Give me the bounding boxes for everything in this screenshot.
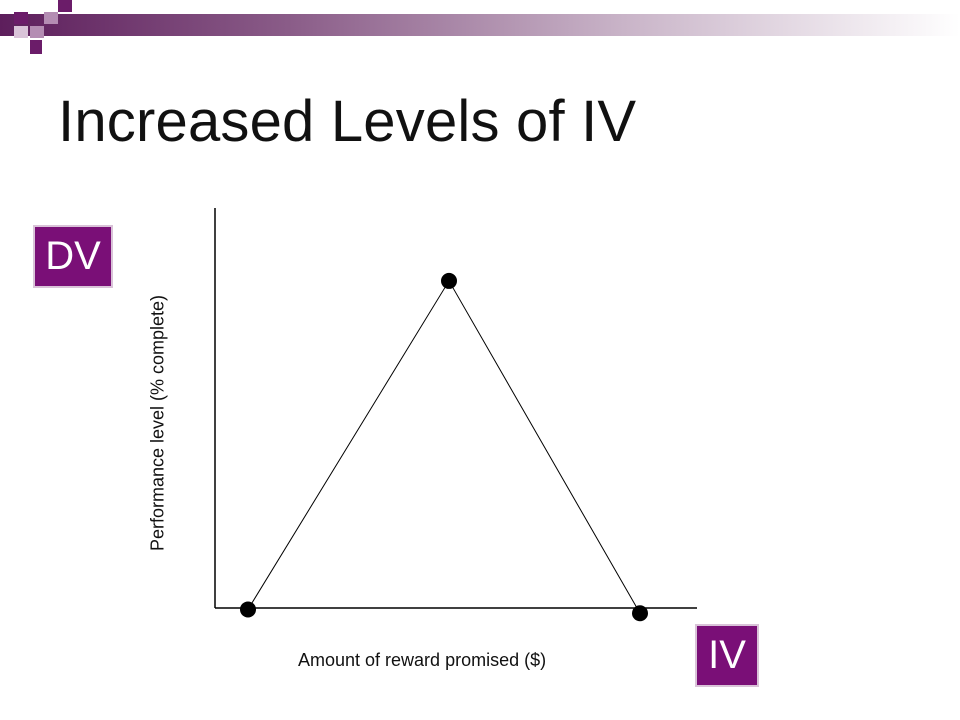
data-point-high — [632, 605, 648, 622]
header-gradient-band — [0, 14, 960, 36]
decor-square — [58, 0, 72, 12]
iv-tag: IV — [695, 624, 759, 687]
data-point-low — [240, 601, 256, 618]
decor-square — [44, 12, 58, 24]
data-point-medium — [441, 272, 457, 289]
series-line — [247, 279, 641, 614]
x-axis-label: Amount of reward promised ($) — [298, 650, 547, 670]
decor-square — [30, 40, 42, 54]
y-axis-label: Performance level (% complete) — [147, 294, 168, 552]
decor-square — [30, 26, 44, 38]
slide-title: Increased Levels of IV — [58, 89, 637, 154]
decor-square — [14, 12, 28, 24]
dv-tag: DV — [33, 225, 113, 288]
decor-square — [14, 26, 28, 38]
